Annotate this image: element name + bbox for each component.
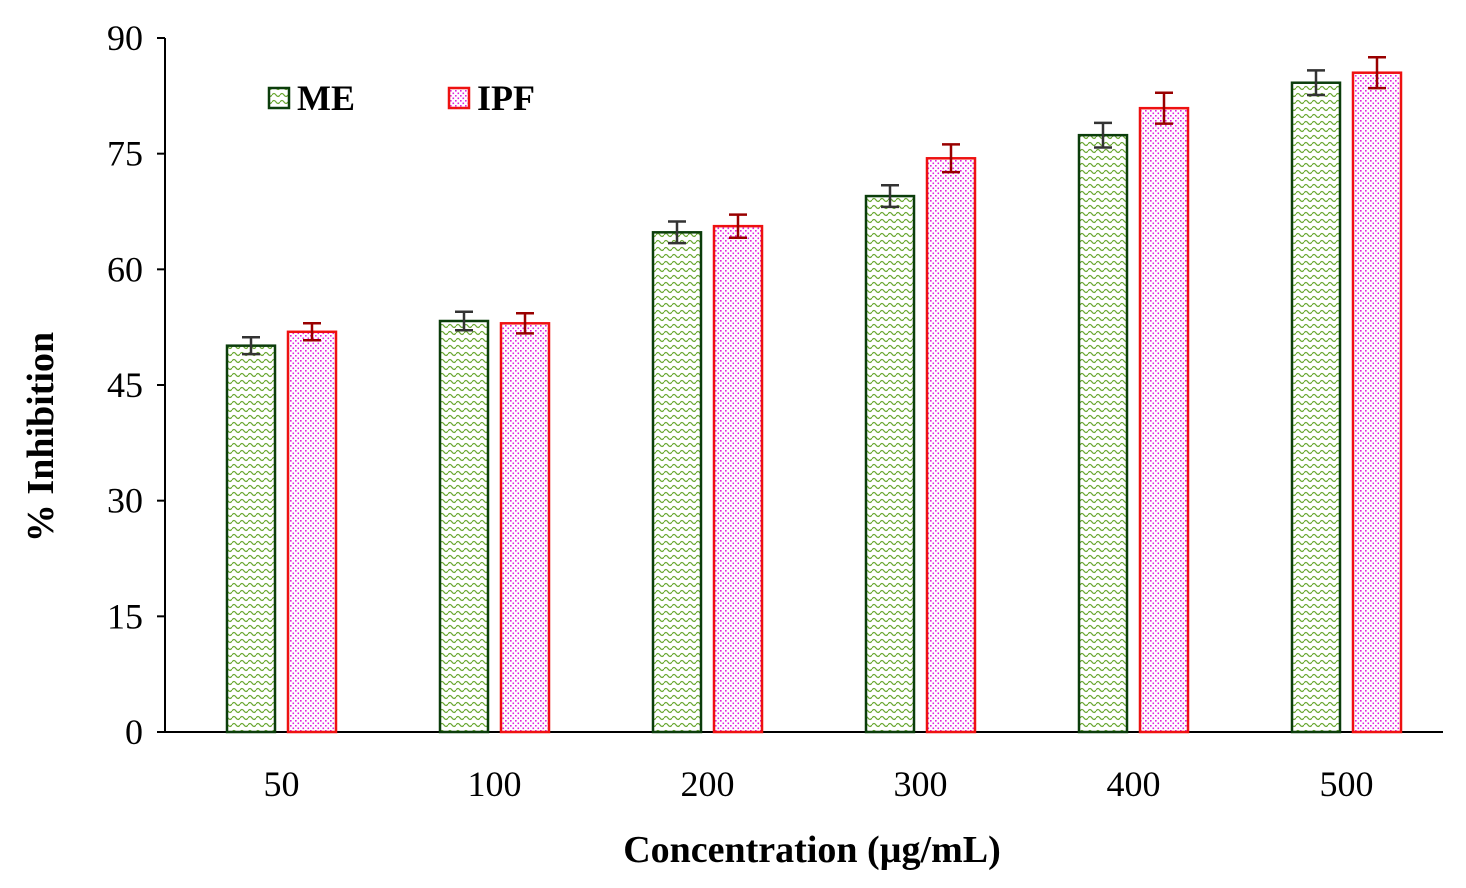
- legend: ME IPF: [267, 78, 535, 118]
- bar-group-300: [864, 143, 977, 734]
- bars: [225, 56, 1403, 734]
- error-bar-me-200: [668, 220, 686, 245]
- error-bar-me-300: [881, 184, 899, 209]
- x-tick-label: 400: [1107, 764, 1161, 804]
- x-tick-label: 200: [681, 764, 735, 804]
- y-tick-label: 30: [107, 481, 143, 521]
- bar-me-200: [651, 231, 703, 734]
- error-bar-ipf-50: [303, 322, 321, 342]
- bar-ipf-500: [1351, 71, 1403, 734]
- x-tick-label: 500: [1320, 764, 1374, 804]
- x-tick-labels: 50 100 200 300 400 500: [264, 764, 1374, 804]
- y-tick-label: 15: [107, 596, 143, 636]
- legend-swatch-ipf: [447, 86, 471, 110]
- bar-ipf-50: [286, 330, 338, 734]
- legend-swatch-me: [267, 86, 291, 110]
- bar-group-100: [438, 310, 551, 734]
- error-bar-ipf-300: [942, 143, 960, 174]
- error-bar-me-50: [242, 335, 260, 356]
- error-bar-ipf-500: [1368, 56, 1386, 90]
- bar-ipf-400: [1138, 106, 1190, 734]
- y-tick-label: 90: [107, 18, 143, 58]
- legend-label-me: ME: [297, 78, 355, 118]
- y-axis-label: % Inhibition: [20, 332, 62, 542]
- error-bar-me-500: [1307, 69, 1325, 97]
- bar-me-400: [1077, 133, 1129, 734]
- x-tick-label: 300: [894, 764, 948, 804]
- error-bar-ipf-100: [516, 312, 534, 335]
- bar-me-100: [438, 319, 490, 734]
- error-bar-me-400: [1094, 121, 1112, 149]
- bar-group-50: [225, 322, 338, 734]
- error-bar-me-100: [455, 310, 473, 332]
- axes: [164, 38, 1443, 733]
- bar-me-300: [864, 194, 916, 734]
- bar-group-400: [1077, 91, 1190, 734]
- bar-me-50: [225, 344, 277, 734]
- error-bar-ipf-400: [1155, 91, 1173, 125]
- x-axis-label: Concentration (µg/mL): [623, 829, 1001, 871]
- x-tick-label: 50: [264, 764, 300, 804]
- bar-group-200: [651, 213, 764, 734]
- bar-ipf-200: [712, 224, 764, 734]
- x-tick-label: 100: [468, 764, 522, 804]
- y-tick-label: 60: [107, 249, 143, 289]
- y-tick-label: 45: [107, 365, 143, 405]
- legend-label-ipf: IPF: [477, 78, 535, 118]
- bar-ipf-300: [925, 157, 977, 734]
- y-tick-labels: 0 15 30 45 60 75 90: [107, 18, 165, 752]
- bar-group-500: [1290, 56, 1403, 734]
- bar-ipf-100: [499, 322, 551, 734]
- bar-me-500: [1290, 81, 1342, 734]
- legend-item-ipf: IPF: [447, 78, 535, 118]
- legend-item-me: ME: [267, 78, 355, 118]
- error-bar-ipf-200: [729, 213, 747, 239]
- y-tick-label: 75: [107, 134, 143, 174]
- y-tick-label: 0: [125, 712, 143, 752]
